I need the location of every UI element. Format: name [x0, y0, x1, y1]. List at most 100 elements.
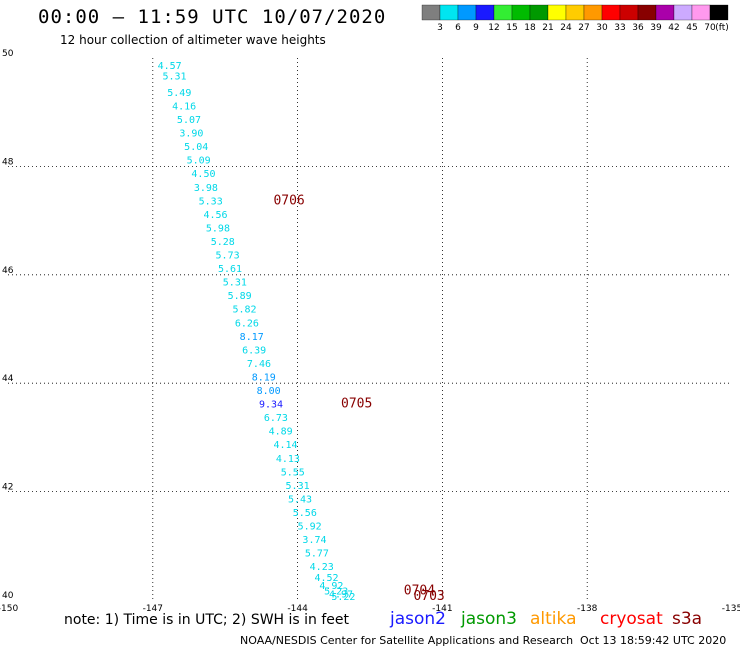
swh-value-label: 5.92 — [298, 522, 322, 533]
swh-value-label: 5.98 — [206, 223, 230, 234]
colorbar-label: 24 — [560, 23, 572, 33]
legend-altika: altika — [530, 609, 577, 629]
y-tick-label: 44 — [2, 374, 14, 384]
swh-value-label: 6.73 — [264, 413, 288, 424]
colorbar-swatch — [601, 4, 621, 21]
legend-jason2: jason2 — [390, 609, 446, 629]
colorbar-swatch — [529, 4, 549, 21]
x-tick-label: -144 — [287, 604, 308, 614]
colorbar-label: 30 — [596, 23, 608, 33]
swh-value-label: 4.57 — [158, 61, 182, 72]
swh-value-label: 4.56 — [203, 210, 227, 221]
swh-value-label: 4.13 — [276, 454, 300, 465]
swh-value-label: 4.52 — [314, 573, 338, 584]
swh-value-label: 4.16 — [172, 101, 196, 112]
y-tick-label: 42 — [2, 483, 13, 493]
swh-value-label: 8.17 — [240, 332, 264, 343]
colorbar-swatch — [637, 4, 657, 21]
legend-jason3: jason3 — [461, 609, 517, 629]
swh-value-label: 5.61 — [218, 264, 242, 275]
swh-value-label: 5.22 — [331, 592, 355, 603]
y-tick-label: 50 — [2, 49, 14, 59]
colorbar-label: 45 — [686, 23, 697, 33]
swh-value-label: 5.31 — [162, 72, 186, 83]
colorbar-swatch — [619, 4, 639, 21]
colorbar-swatch — [655, 4, 675, 21]
swh-value-label: 5.23 — [324, 587, 348, 598]
swh-value-label: 8.19 — [252, 372, 276, 383]
swh-value-label: 7.46 — [247, 359, 271, 370]
time-label: 0706 — [273, 193, 304, 208]
colorbar-label: 18 — [524, 23, 536, 33]
time-label: 0705 — [341, 397, 372, 412]
time-label: 0703 — [413, 589, 444, 604]
x-tick-label: -138 — [577, 604, 598, 614]
colorbar-label: 12 — [488, 23, 499, 33]
swh-value-label: 5.73 — [216, 251, 240, 262]
footer-credit: NOAA/NESDIS Center for Satellite Applica… — [240, 634, 574, 647]
footer-timestamp: Oct 13 18:59:42 UTC 2020 — [580, 634, 727, 647]
legend-cryosat: cryosat — [600, 609, 663, 629]
note-text: note: 1) Time is in UTC; 2) SWH is in fe… — [64, 612, 350, 628]
swh-value-label: 9.34 — [259, 400, 283, 411]
swh-value-label: 4.23 — [310, 562, 334, 573]
chart-title: 00:00 – 11:59 UTC 10/07/2020 — [38, 6, 387, 28]
time-label: 0704 — [404, 584, 435, 599]
swh-value-label: 5.33 — [199, 196, 223, 207]
colorbar-swatch — [439, 4, 459, 21]
swh-value-label: 5.28 — [211, 237, 235, 248]
colorbar-swatch — [583, 4, 603, 21]
colorbar-label: 21 — [542, 23, 553, 33]
colorbar-label: 3 — [437, 23, 443, 33]
colorbar-label: 39 — [650, 23, 662, 33]
colorbar-swatch — [565, 4, 585, 21]
colorbar-unit: (ft) — [715, 23, 729, 33]
swh-value-label: 8.00 — [257, 386, 281, 397]
swh-value-label: 4.97 — [329, 589, 353, 600]
swh-value-label: 5.77 — [305, 549, 329, 560]
colorbar-label: 9 — [473, 23, 479, 33]
swh-value-label: 5.56 — [293, 508, 317, 519]
swh-value-label: 5.49 — [167, 88, 191, 99]
y-tick-label: 48 — [2, 157, 14, 167]
colorbar-label: 36 — [632, 23, 644, 33]
colorbar-swatch — [673, 4, 693, 21]
swh-value-label: 5.43 — [288, 494, 312, 505]
swh-value-label: 5.04 — [184, 142, 208, 153]
swh-value-label: 4.89 — [269, 427, 293, 438]
swh-value-label: 5.31 — [223, 278, 247, 289]
chart-subtitle: 12 hour collection of altimeter wave hei… — [60, 33, 326, 47]
swh-value-label: 5.09 — [187, 156, 211, 167]
colorbar-swatch — [691, 4, 711, 21]
colorbar-swatch — [547, 4, 567, 21]
swh-value-label: 4.50 — [191, 169, 215, 180]
colorbar-swatch — [475, 4, 495, 21]
legend-s3a: s3a — [672, 609, 703, 629]
colorbar-label: 33 — [614, 23, 625, 33]
swh-value-label: 3.98 — [194, 183, 218, 194]
x-tick-label: -141 — [432, 604, 452, 614]
x-tick-label: -150 — [0, 604, 18, 614]
swh-value-label: 6.26 — [235, 318, 259, 329]
swh-value-label: 6.39 — [242, 345, 266, 356]
y-tick-label: 46 — [2, 266, 14, 276]
colorbar-label: 70 — [704, 23, 716, 33]
swh-value-label: 5.55 — [281, 467, 305, 478]
y-tick-label: 40 — [2, 591, 14, 601]
swh-value-label: 3.74 — [302, 535, 326, 546]
colorbar-label: 42 — [668, 23, 679, 33]
colorbar-swatch — [709, 4, 729, 21]
colorbar-label: 6 — [455, 23, 461, 33]
colorbar-label: 15 — [506, 23, 517, 33]
swh-value-label: 5.82 — [232, 305, 256, 316]
x-tick-label: -135 — [722, 604, 740, 614]
colorbar-swatch — [493, 4, 513, 21]
x-tick-label: -147 — [143, 604, 163, 614]
colorbar-swatch — [457, 4, 477, 21]
swh-value-label: 4.14 — [273, 440, 297, 451]
colorbar-swatch — [511, 4, 531, 21]
swh-value-label: 5.07 — [177, 115, 201, 126]
swh-value-label: 5.89 — [228, 291, 252, 302]
colorbar-swatch — [421, 4, 441, 21]
